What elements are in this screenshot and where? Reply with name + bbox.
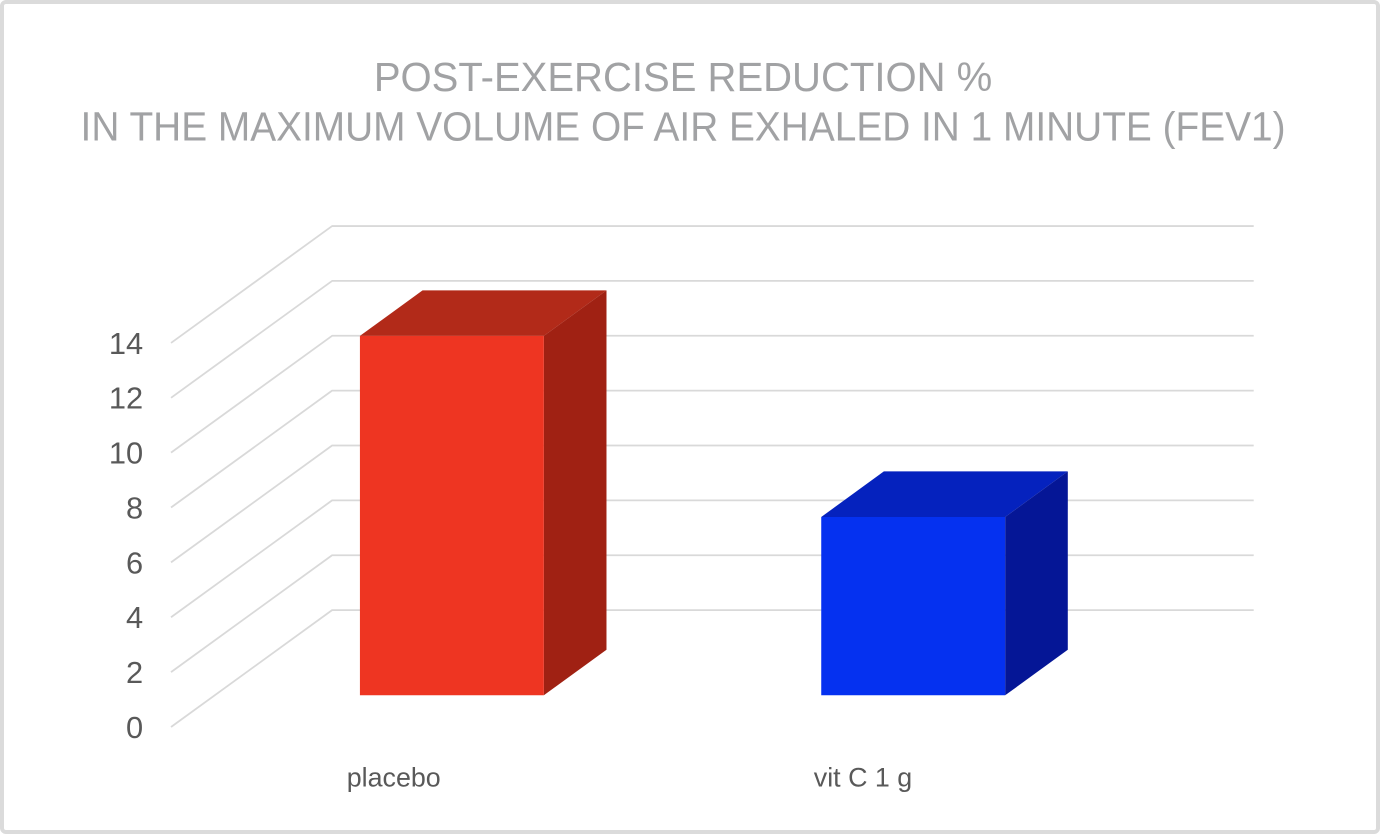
gridline-4 [170,499,1254,618]
bar-placebo-side-face[interactable] [543,290,607,696]
ytick-label-12: 12 [109,381,143,416]
category-label-1: vit C 1 g [814,762,912,792]
category-labels-group: placebo vit C 1 g [347,762,912,792]
gridline-8 [170,389,1254,509]
ytick-label-14: 14 [109,326,143,361]
category-label-0: placebo [347,762,441,792]
ytick-label-8: 8 [126,490,143,525]
gridlines-group [170,225,1254,728]
gridline-6 [170,444,1254,564]
ytick-label-0: 0 [126,710,143,745]
gridline-12 [170,280,1254,399]
ytick-label-4: 4 [126,600,143,635]
bars-group [359,290,1068,696]
chart-canvas: 0 2 4 6 8 10 12 14 placebo vit C 1 g POST-EXERCI… [81,54,1286,792]
gridline-14 [170,225,1254,344]
bar-vit-C-1-g-top-face[interactable] [821,471,1068,517]
bar-vit-C-1-g-side-face[interactable] [1005,471,1068,696]
bar-placebo-front-face[interactable] [359,335,544,696]
gridline-10 [170,334,1254,454]
bar-placebo-top-face[interactable] [359,290,607,336]
gridline-2 [170,554,1254,673]
ytick-label-6: 6 [126,545,143,580]
chart-title-line-2: IN THE MAXIMUM VOLUME OF AIR EXHALED IN … [81,104,1286,150]
bar-vit-C-1-g-front-face[interactable] [821,516,1006,696]
gridline-0 [170,609,1254,728]
ytick-label-10: 10 [109,436,143,471]
ytick-labels-group: 0 2 4 6 8 10 12 14 [109,326,143,745]
ytick-label-2: 2 [126,655,143,690]
chart-title-line-1: POST-EXERCISE REDUCTION % [374,54,992,100]
